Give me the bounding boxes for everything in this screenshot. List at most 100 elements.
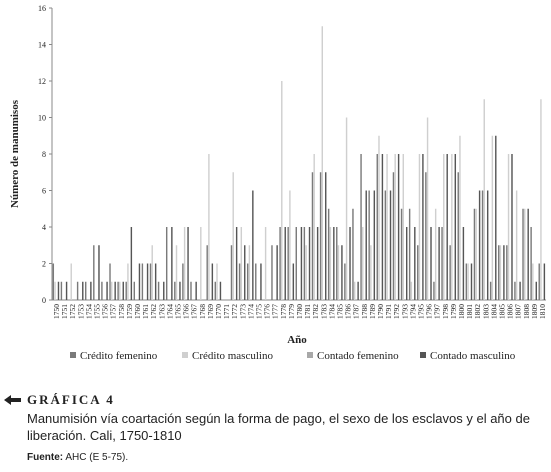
bar [426,117,429,300]
x-tick-label: 1789 [368,304,377,319]
legend-swatch [182,352,188,358]
bar [122,281,124,300]
bar [289,190,291,300]
bar [353,281,356,300]
bar [163,281,165,300]
x-tick-label: 1751 [60,304,69,319]
bar [308,227,311,300]
bar [438,227,440,300]
bar [133,281,136,300]
bar [470,263,473,300]
bar [244,245,246,300]
x-tick-label: 1793 [400,304,409,319]
bar [446,154,448,300]
x-tick-label: 1754 [84,304,93,319]
bar [214,281,216,300]
x-tick-label: 1775 [255,304,264,319]
x-axis-label: Año [287,334,307,346]
y-tick-label: 10 [38,114,46,123]
bar [543,263,546,300]
x-tick-label: 1806 [506,304,515,319]
bar [389,190,392,300]
bar [532,263,534,300]
bar [284,227,286,300]
bar [441,227,443,300]
x-tick-label: 1758 [117,304,126,319]
bar [190,281,192,300]
x-tick-label: 1760 [133,304,142,319]
bar [279,227,281,300]
x-tick-label: 1755 [93,304,102,319]
caption-icon [4,395,21,405]
chart: Número de manumisos Año 0 2 4 6 8 10 12 14 16 175… [9,4,547,362]
x-tick-label: 1759 [125,304,134,319]
bar [240,227,243,300]
bar [365,190,367,300]
bar [360,154,362,300]
x-tick-label: 1756 [101,304,110,319]
bar [478,190,481,300]
bar [341,245,343,300]
y-tick-label: 8 [42,150,46,159]
x-tick-label: 1764 [165,304,174,319]
bar [325,172,327,300]
x-tick-label: 1807 [514,304,523,319]
bar [495,135,497,300]
bar [235,227,238,300]
bar [465,263,468,300]
bar [337,245,340,300]
bar [498,245,500,300]
bar [255,263,257,300]
bar [333,227,335,300]
bar [507,154,510,300]
bar [238,263,241,300]
legend-label: Crédito femenino [80,350,158,362]
x-tick-label: 1788 [360,304,369,319]
bar [506,245,508,300]
bar [219,281,222,300]
bar [483,99,485,300]
bar [434,208,437,300]
y-tick-label: 12 [38,77,46,86]
bar [400,208,403,300]
y-tick-label: 14 [38,41,46,50]
bar [179,281,181,300]
bar [106,281,108,300]
x-tick-label: 1779 [287,304,296,319]
source-label: Fuente: [27,452,64,463]
bar [538,263,540,300]
x-tick-label: 1784 [327,304,336,319]
bar [252,190,254,300]
x-tick-label: 1768 [198,304,207,319]
x-tick-label: 1773 [238,304,247,319]
bar [394,154,396,300]
bar [386,154,388,300]
bar [65,281,68,300]
figure-source: Fuente: AHC (E 5-75). [27,452,128,463]
y-tick-label: 16 [38,4,46,13]
bar [175,245,178,300]
bar [499,245,502,300]
bar [344,263,346,300]
bar [430,227,432,300]
bar [246,263,249,300]
x-tick-label: 1787 [352,304,361,319]
bar [443,154,445,300]
bar [295,227,297,300]
bar [530,227,532,300]
bar [345,117,348,300]
bar [260,263,262,300]
bar [101,281,103,300]
bar [392,172,395,300]
figure-caption: Manumisión vía coartación según la forma… [27,411,530,443]
bar [82,281,84,300]
figure-label: GRÁFICA 4 [27,392,115,407]
bar [211,263,214,300]
bar [381,154,384,300]
bar [511,154,513,300]
x-tick-label: 1778 [279,304,288,319]
bar [527,208,529,300]
x-tick-label: 1772 [230,304,239,319]
bar [117,281,119,300]
